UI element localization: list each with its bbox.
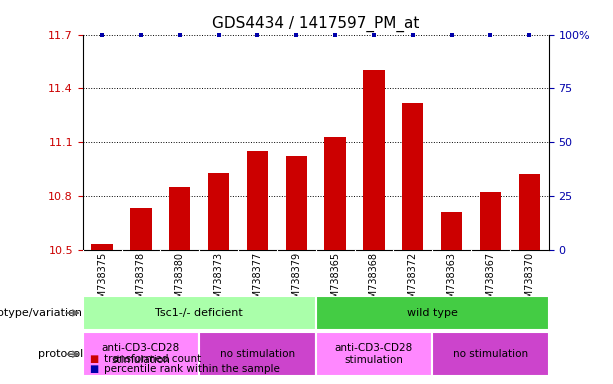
Text: genotype/variation: genotype/variation: [0, 308, 83, 318]
Bar: [480, 192, 501, 250]
Text: GSM738379: GSM738379: [291, 252, 301, 311]
Text: GSM738367: GSM738367: [485, 252, 495, 311]
Bar: [364, 70, 384, 250]
Bar: [208, 172, 229, 250]
Bar: [324, 137, 346, 250]
Text: GSM738363: GSM738363: [447, 252, 457, 311]
Text: GSM738377: GSM738377: [253, 252, 262, 311]
Bar: [286, 156, 307, 250]
Text: Tsc1-/- deficient: Tsc1-/- deficient: [155, 308, 243, 318]
Text: GSM738375: GSM738375: [97, 252, 107, 311]
Text: no stimulation: no stimulation: [453, 349, 528, 359]
Text: GSM738368: GSM738368: [369, 252, 379, 311]
Title: GDS4434 / 1417597_PM_at: GDS4434 / 1417597_PM_at: [212, 16, 419, 32]
Bar: [316, 332, 432, 376]
Bar: [402, 103, 424, 250]
Bar: [169, 187, 191, 250]
Bar: [199, 332, 316, 376]
Text: percentile rank within the sample: percentile rank within the sample: [104, 364, 280, 374]
Text: wild type: wild type: [407, 308, 457, 318]
Text: GSM738378: GSM738378: [136, 252, 146, 311]
Bar: [131, 209, 151, 250]
Bar: [441, 212, 462, 250]
Text: ■: ■: [89, 364, 98, 374]
Text: protocol: protocol: [37, 349, 83, 359]
Bar: [91, 244, 113, 250]
Bar: [432, 332, 549, 376]
Text: anti-CD3-CD28
stimulation: anti-CD3-CD28 stimulation: [335, 343, 413, 365]
Bar: [83, 332, 199, 376]
Bar: [316, 296, 549, 330]
Bar: [519, 174, 540, 250]
Text: GSM738380: GSM738380: [175, 252, 185, 311]
Text: ■: ■: [89, 354, 98, 364]
Text: GSM738372: GSM738372: [408, 252, 417, 311]
Text: GSM738365: GSM738365: [330, 252, 340, 311]
Text: GSM738373: GSM738373: [214, 252, 224, 311]
Bar: [247, 151, 268, 250]
Bar: [83, 296, 316, 330]
Text: GSM738370: GSM738370: [524, 252, 534, 311]
Text: no stimulation: no stimulation: [220, 349, 295, 359]
Text: anti-CD3-CD28
stimulation: anti-CD3-CD28 stimulation: [102, 343, 180, 365]
Text: transformed count: transformed count: [104, 354, 202, 364]
